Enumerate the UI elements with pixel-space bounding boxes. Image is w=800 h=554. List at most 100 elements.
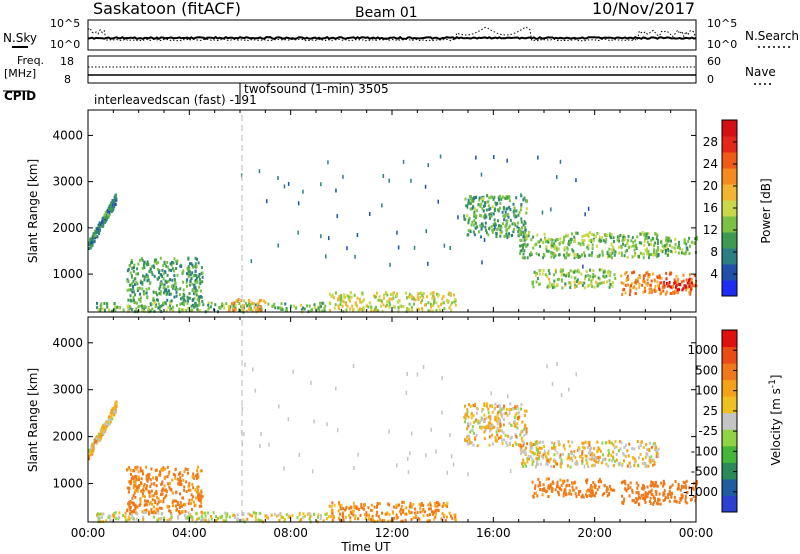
data-cell [466, 410, 469, 414]
data-cell [348, 513, 350, 517]
data-cell [182, 478, 185, 482]
data-cell [653, 250, 655, 254]
data-cell [362, 308, 365, 312]
time-x-axis: 00:00 04:00 08:00 12:00 16:00 20:00 00:00 [71, 110, 713, 540]
data-cell [536, 460, 538, 464]
data-cell [413, 511, 416, 515]
data-cell [384, 305, 387, 308]
data-cell [483, 417, 486, 421]
data-cell [655, 249, 658, 253]
data-cell [201, 280, 204, 284]
data-cell [468, 435, 471, 438]
data-cell [552, 446, 555, 450]
data-cell [568, 243, 571, 247]
data-cell [650, 488, 653, 492]
data-cell [308, 517, 311, 521]
data-cell [500, 429, 503, 433]
data-cell [622, 234, 625, 237]
data-cell [663, 285, 666, 289]
data-cell [662, 484, 665, 488]
data-cell [138, 287, 141, 291]
data-cell [134, 505, 137, 508]
data-cell [512, 202, 515, 206]
data-cell [685, 278, 688, 282]
data-cell [156, 495, 158, 499]
data-cell [478, 196, 481, 200]
data-cell [539, 268, 542, 272]
data-cell [532, 494, 535, 498]
data-cell [642, 279, 645, 283]
data-cell [589, 491, 592, 495]
data-cell [381, 309, 384, 313]
data-cell [615, 445, 618, 449]
data-cell [227, 304, 230, 308]
data-cell [176, 477, 179, 481]
data-cell [182, 303, 185, 307]
data-cell [176, 515, 179, 519]
data-cell [620, 481, 623, 485]
data-cell [602, 274, 605, 278]
data-cell [531, 457, 534, 461]
data-cell [636, 280, 639, 284]
data-cell [645, 249, 648, 253]
data-cell [662, 479, 665, 483]
data-cell [422, 365, 425, 369]
data-cell [564, 488, 567, 492]
data-cell [257, 518, 260, 522]
data-cell [663, 489, 666, 493]
data-cell [657, 246, 660, 249]
data-cell [383, 519, 386, 523]
data-cell [654, 480, 657, 484]
data-cell [536, 463, 539, 466]
data-cell [521, 246, 524, 250]
data-cell [546, 275, 549, 278]
data-cell [160, 273, 163, 276]
data-cell [136, 512, 139, 516]
data-cell [642, 446, 645, 449]
data-cell [550, 238, 553, 242]
data-cell [539, 238, 542, 242]
data-cell [561, 286, 564, 290]
data-cell [190, 493, 193, 497]
data-cell [147, 263, 150, 266]
data-cell [602, 270, 605, 274]
data-cell [586, 478, 589, 482]
data-cell [579, 455, 582, 458]
data-cell [646, 278, 649, 282]
data-cell [613, 488, 616, 492]
data-cell [514, 213, 517, 217]
data-cell [495, 231, 498, 235]
data-cell [652, 463, 654, 467]
data-cell [645, 234, 648, 238]
data-cell [176, 503, 179, 506]
data-cell [411, 309, 414, 313]
data-cell [166, 261, 169, 264]
data-cell [132, 279, 135, 283]
data-cell [112, 409, 115, 413]
data-cell [134, 495, 137, 499]
data-cell [183, 513, 186, 517]
data-cell [155, 303, 157, 307]
data-cell [555, 284, 558, 288]
data-cell [113, 203, 115, 207]
data-cell [129, 505, 132, 509]
data-cell [590, 446, 592, 450]
data-cell [136, 489, 139, 493]
data-cell [145, 291, 148, 295]
data-cell [159, 305, 162, 309]
data-cell [483, 413, 486, 417]
data-cell [597, 276, 600, 280]
data-cell [582, 495, 585, 499]
data-cell [513, 206, 516, 210]
data-cell [638, 503, 640, 507]
data-cell [432, 294, 435, 298]
data-cell [412, 502, 415, 506]
data-cell [256, 306, 259, 310]
data-cell [250, 301, 253, 305]
data-cell [176, 273, 179, 277]
data-cell [552, 253, 555, 257]
data-cell [197, 309, 200, 313]
data-cell [178, 482, 181, 486]
data-cell [509, 469, 512, 474]
data-cell [601, 458, 604, 462]
